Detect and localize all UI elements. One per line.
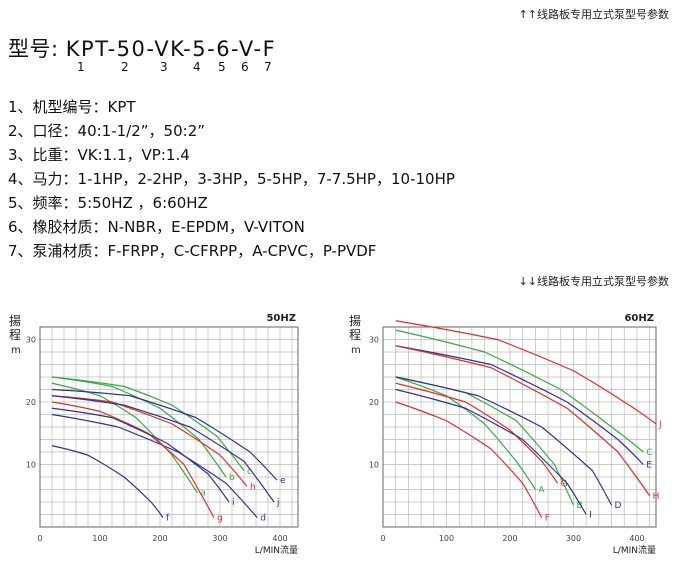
series-label-b: b bbox=[229, 473, 235, 483]
series-label-h: h bbox=[250, 482, 256, 492]
top-note: ↑↑线路板专用立式泵型号参数 bbox=[518, 8, 669, 21]
y-tick-label: 30 bbox=[26, 336, 36, 345]
x-tick-label: 300 bbox=[566, 534, 581, 543]
y-tick-label: 10 bbox=[26, 461, 36, 470]
series-label-i: i bbox=[232, 498, 235, 508]
series-line-H bbox=[395, 345, 651, 497]
series-label-I: I bbox=[589, 511, 592, 521]
series-line-A bbox=[395, 376, 536, 490]
pump-curve-chart-50hz: 0 100 200 300 400 10 20 30 50HZ 揚程 m L/MIN流量 a b c d e f g… bbox=[9, 313, 299, 556]
spec-line-6: 6、橡胶材质：N-NBR，E-EPDM，V-VITON bbox=[8, 218, 305, 236]
model-index-4: 4 bbox=[193, 60, 201, 74]
series-line-J bbox=[395, 320, 657, 425]
series-line-G bbox=[395, 382, 559, 484]
series-line-f bbox=[51, 445, 164, 518]
series-line-h bbox=[51, 395, 248, 487]
plot-frame bbox=[39, 326, 299, 528]
series-line-e bbox=[51, 388, 278, 481]
spec-line-4: 4、马力：1-1HP，2-2HP，3-3HP，5-5HP，7-7.5HP，10-… bbox=[8, 170, 455, 188]
spec-line-1: 1、机型编号：KPT bbox=[8, 98, 136, 116]
pump-curve-chart-60hz: 0 100 200 300 400 10 20 30 60HZ 揚程 m L/MIN流量 A B C D E F G… bbox=[349, 313, 662, 556]
series-label-e: e bbox=[280, 476, 286, 486]
series-line-i bbox=[51, 407, 230, 503]
series-label-G: G bbox=[561, 479, 568, 489]
y-tick-label: 20 bbox=[369, 398, 379, 407]
series-label-f: f bbox=[166, 514, 170, 524]
spec-line-3: 3、比重：VK:1.1，VP:1.4 bbox=[8, 146, 190, 164]
series-line-a bbox=[51, 382, 198, 493]
series-label-J: J bbox=[658, 420, 662, 430]
spec-line-2: 2、口径：40:1-1/2”，50:2” bbox=[8, 122, 206, 140]
series-line-c bbox=[51, 376, 245, 472]
chart-title: 50HZ bbox=[266, 313, 296, 324]
chart-grid bbox=[39, 326, 298, 528]
x-axis-label: L/MIN流量 bbox=[255, 544, 298, 556]
spec-line-7: 7、泵浦材质：F-FRPP，C-CFRPP，A-CPVC，P-PVDF bbox=[8, 242, 377, 260]
series-label-B: B bbox=[576, 501, 582, 511]
x-tick-label: 100 bbox=[92, 534, 107, 543]
x-axis-label: L/MIN流量 bbox=[613, 544, 656, 556]
plot-frame bbox=[382, 326, 657, 528]
series-label-D: D bbox=[615, 501, 622, 511]
model-prefix: 型号: bbox=[8, 37, 59, 61]
y-axis-label: 揚程 m bbox=[349, 314, 361, 356]
y-tick-label: 30 bbox=[369, 336, 379, 345]
series-line-D bbox=[395, 376, 613, 506]
model-index-7: 7 bbox=[264, 60, 272, 74]
bottom-note: ↓↓线路板专用立式泵型号参数 bbox=[518, 275, 669, 288]
series-line-j bbox=[51, 395, 275, 503]
model-index-5: 5 bbox=[218, 60, 226, 74]
series-label-H: H bbox=[653, 492, 660, 502]
series-label-F: F bbox=[545, 514, 550, 524]
model-line: 型号: KPT-50-VK-5-6-V-F bbox=[8, 33, 276, 63]
series-line-b bbox=[51, 376, 227, 478]
series-label-E: E bbox=[646, 461, 652, 471]
series-line-F bbox=[395, 401, 543, 518]
model-code: KPT-50-VK-5-6-V-F bbox=[65, 37, 277, 61]
x-tick-label: 200 bbox=[502, 534, 517, 543]
x-tick-label: 200 bbox=[152, 534, 167, 543]
x-tick-label: 0 bbox=[380, 534, 385, 543]
series-label-d: d bbox=[260, 514, 266, 524]
model-index-6: 6 bbox=[241, 60, 249, 74]
y-tick-label: 20 bbox=[26, 398, 36, 407]
x-tick-label: 0 bbox=[37, 534, 42, 543]
x-tick-label: 300 bbox=[212, 534, 227, 543]
series-line-E bbox=[395, 345, 644, 465]
model-index-3: 3 bbox=[160, 60, 168, 74]
x-tick-label: 100 bbox=[439, 534, 454, 543]
series-label-c: c bbox=[247, 467, 252, 477]
series-label-j: j bbox=[276, 498, 280, 508]
chart-title: 60HZ bbox=[624, 313, 654, 324]
series-label-A: A bbox=[538, 486, 545, 496]
model-index-2: 2 bbox=[121, 60, 129, 74]
y-axis-label: 揚程 m bbox=[9, 314, 21, 356]
series-label-C: C bbox=[646, 448, 652, 458]
series-label-a: a bbox=[200, 489, 206, 499]
model-index-1: 1 bbox=[77, 60, 85, 74]
series-line-I bbox=[395, 388, 587, 515]
series-line-C bbox=[395, 329, 644, 453]
series-label-g: g bbox=[217, 514, 223, 524]
spec-line-5: 5、频率：5:50HZ ，6:60HZ bbox=[8, 194, 208, 212]
y-tick-label: 10 bbox=[369, 461, 379, 470]
x-tick-label: 400 bbox=[272, 534, 287, 543]
chart-grid bbox=[382, 326, 656, 528]
x-tick-label: 400 bbox=[629, 534, 644, 543]
series-line-d bbox=[51, 413, 258, 519]
